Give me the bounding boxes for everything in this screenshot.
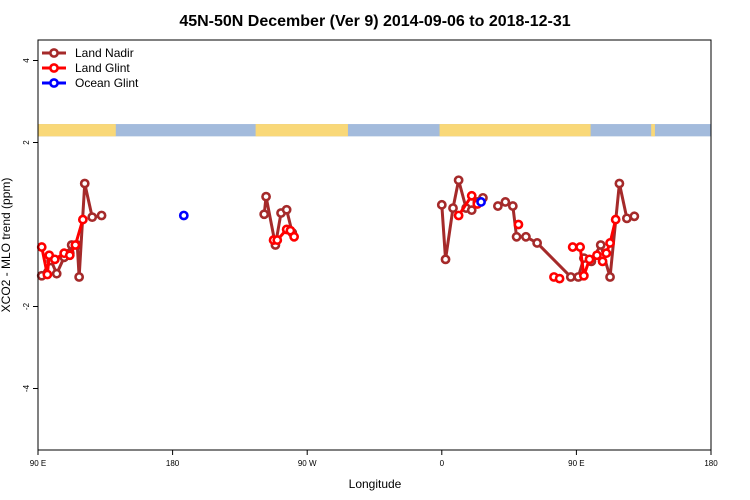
data-point — [79, 178, 90, 189]
data-point — [532, 238, 543, 248]
data-point — [565, 272, 576, 282]
land-segment — [439, 124, 591, 137]
data-point — [64, 250, 75, 261]
chart-title: 45N-50N December (Ver 9) 2014-09-06 to 2… — [179, 13, 570, 30]
data-point — [466, 205, 477, 216]
data-point — [259, 209, 270, 220]
land-segment — [38, 124, 116, 137]
x-tick-label: 180 — [166, 459, 180, 468]
data-point — [578, 270, 589, 281]
data-point — [610, 214, 621, 225]
ocean-band — [38, 124, 711, 137]
series — [36, 175, 640, 282]
legend-label: Land Glint — [75, 61, 130, 75]
data-point — [513, 219, 524, 230]
x-tick-label: 90 W — [298, 459, 317, 468]
data-point — [74, 272, 85, 282]
data-point — [601, 248, 612, 259]
y-axis-label: XCO2 - MLO trend (ppm) — [0, 178, 13, 313]
x-tick-label: 180 — [704, 459, 718, 468]
legend-item: Land Nadir — [42, 46, 134, 60]
data-point — [96, 210, 107, 221]
data-point — [453, 175, 464, 186]
data-point — [614, 178, 625, 189]
data-point — [281, 204, 292, 215]
data-point — [272, 235, 283, 245]
legend-item: Ocean Glint — [42, 76, 139, 90]
data-point — [575, 242, 586, 252]
series — [178, 197, 486, 221]
y-tick-label: -2 — [22, 302, 31, 310]
legend-label: Ocean Glint — [75, 76, 139, 90]
data-point — [595, 240, 606, 250]
data-point — [36, 242, 47, 252]
legend-item: Land Glint — [42, 61, 130, 75]
land-ocean-mask — [38, 124, 711, 137]
data-point — [70, 240, 81, 250]
data-point — [289, 231, 300, 242]
data-point — [629, 211, 640, 222]
data-point — [261, 191, 271, 202]
data-point — [584, 254, 595, 265]
land-segment — [255, 124, 348, 137]
series-line — [440, 178, 484, 261]
data-point — [178, 210, 189, 221]
y-axis: 4 2 -2 -4 — [22, 58, 38, 392]
x-tick-label: 90 E — [30, 459, 46, 468]
y-tick-label: 2 — [22, 140, 31, 145]
data-point — [77, 214, 88, 225]
plot-frame — [37, 39, 712, 451]
data-point — [42, 269, 53, 280]
y-tick-label: -4 — [22, 384, 31, 392]
data-point — [500, 197, 511, 207]
data-point — [507, 201, 518, 211]
data-point — [87, 212, 98, 223]
data-point — [567, 242, 578, 252]
data-point — [440, 254, 451, 265]
data-point — [511, 231, 522, 242]
data-point — [521, 231, 531, 242]
legend-swatch-marker — [49, 78, 59, 88]
land-segment — [651, 124, 655, 137]
data-point — [621, 213, 632, 224]
data-point — [597, 256, 608, 267]
y-tick-label: 4 — [22, 58, 31, 63]
x-tick-label: 90 E — [568, 459, 584, 468]
legend-swatch-marker — [49, 48, 59, 58]
x-tick-label: 0 — [440, 459, 445, 468]
data-point — [466, 190, 477, 201]
series-layer — [36, 175, 640, 284]
x-axis-label: Longitude — [349, 477, 402, 491]
data-point — [453, 210, 464, 221]
x-axis: 90 E 180 90 W 0 90 E 180 — [30, 450, 718, 468]
data-point — [476, 197, 486, 207]
series — [36, 190, 621, 284]
data-point — [605, 238, 615, 248]
data-point — [49, 254, 60, 265]
data-point — [436, 199, 447, 210]
data-point — [592, 250, 602, 261]
data-point — [51, 268, 62, 279]
data-point — [554, 273, 565, 284]
legend-label: Land Nadir — [75, 46, 134, 60]
data-point — [492, 201, 503, 211]
data-point — [605, 272, 615, 282]
data-point — [448, 203, 458, 213]
legend-swatch-marker — [49, 63, 59, 73]
